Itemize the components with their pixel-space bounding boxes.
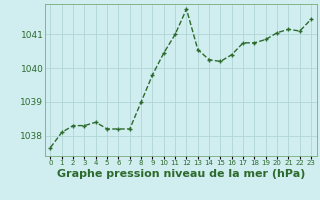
X-axis label: Graphe pression niveau de la mer (hPa): Graphe pression niveau de la mer (hPa) xyxy=(57,169,305,179)
